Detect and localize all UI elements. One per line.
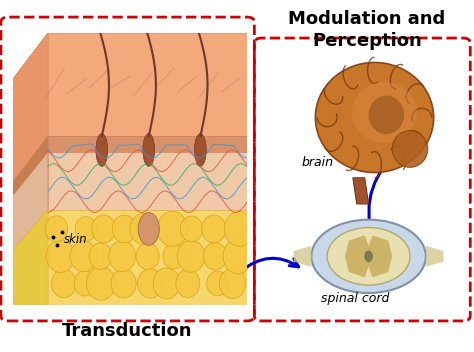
Text: Modulation and
Perception: Modulation and Perception xyxy=(288,10,446,50)
Text: Transduction: Transduction xyxy=(63,322,193,340)
